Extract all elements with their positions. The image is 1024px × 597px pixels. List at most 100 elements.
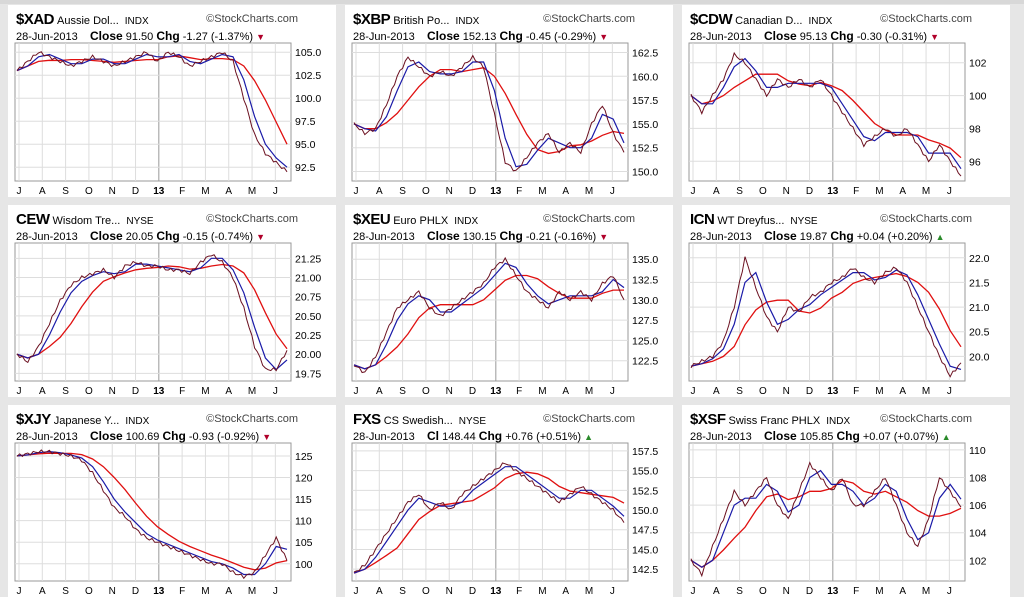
month-label: 13	[827, 386, 839, 397]
moving-average-long	[353, 274, 624, 370]
month-label: F	[853, 386, 859, 397]
date: 28-Jun-2013	[353, 431, 415, 443]
month-label: M	[922, 386, 930, 397]
month-label: F	[853, 186, 859, 197]
exchange: INDX	[808, 16, 833, 27]
month-label: N	[109, 386, 116, 397]
moving-average-long	[353, 67, 625, 155]
exchange: INDX	[455, 16, 480, 27]
chart-panel-xeu[interactable]: $XEU Euro PHLX INDX ©StockCharts.com 28-Jun…	[345, 205, 673, 397]
y-tick-label: 155.0	[632, 119, 658, 131]
month-label: F	[179, 186, 185, 197]
symbol: ICN	[690, 211, 715, 228]
month-label: F	[179, 586, 185, 597]
close-label: Cl	[427, 429, 440, 443]
symbol: $XBP	[353, 11, 391, 28]
triangle-down-icon: ▼	[930, 32, 940, 42]
watermark: ©StockCharts.com	[206, 13, 298, 25]
month-label: F	[516, 186, 522, 197]
chart-panel-xjy[interactable]: $XJY Japanese Y... INDX ©StockCharts.com 28…	[8, 405, 336, 597]
symbol: $XEU	[353, 211, 391, 228]
chg-value: +0.76 (+0.51%)	[505, 431, 582, 443]
chart-panel-xsf[interactable]: $XSF Swiss Franc PHLX INDX ©StockCharts.com…	[682, 405, 1010, 597]
chg-value: -1.27 (-1.37%)	[182, 31, 254, 43]
month-label: 13	[827, 586, 839, 597]
month-label: J	[273, 186, 278, 197]
plot-frame	[688, 442, 966, 582]
month-label: J	[354, 186, 359, 197]
month-label: N	[446, 186, 453, 197]
chg-label: Chg	[830, 229, 854, 243]
close-label: Close	[90, 429, 123, 443]
close-label: Close	[427, 229, 460, 243]
chart-panel-fxs[interactable]: FXS CS Swedish... NYSE ©StockCharts.com 28-…	[345, 405, 673, 597]
chart-panel-xad[interactable]: $XAD Aussie Dol... INDX ©StockCharts.com 28…	[8, 5, 336, 197]
month-label: S	[62, 186, 69, 197]
month-label: F	[179, 386, 185, 397]
exchange: INDX	[125, 416, 150, 427]
y-tick-label: 110	[295, 516, 312, 528]
chg-label: Chg	[478, 429, 503, 443]
y-tick-label: 102	[969, 555, 987, 567]
y-tick-label: 22.0	[969, 253, 990, 265]
moving-average-short	[353, 262, 625, 370]
close-value: 105.85	[799, 431, 834, 443]
month-label: J	[947, 586, 952, 597]
triangle-down-icon: ▼	[599, 32, 609, 42]
month-label: M	[201, 186, 209, 197]
month-label: F	[853, 586, 859, 597]
chart-panel-icn[interactable]: ICN WT Dreyfus... NYSE ©StockCharts.com 28-…	[682, 205, 1010, 397]
moving-average-short	[690, 57, 962, 170]
exchange: INDX	[124, 16, 149, 27]
y-tick-label: 105	[295, 537, 313, 549]
triangle-down-icon: ▼	[256, 32, 266, 42]
triangle-down-icon: ▼	[256, 232, 266, 242]
chg-label: Chg	[156, 29, 180, 43]
month-label: N	[783, 586, 790, 597]
chart-panel-cdw[interactable]: $CDW Canadian D... INDX ©StockCharts.com 28…	[682, 5, 1010, 197]
watermark: ©StockCharts.com	[880, 413, 972, 425]
plot-frame	[688, 242, 966, 382]
chart-panel-xbp[interactable]: $XBP British Po... INDX ©StockCharts.com 28…	[345, 5, 673, 197]
y-tick-label: 102.5	[295, 70, 321, 82]
month-label: N	[783, 186, 790, 197]
y-tick-label: 120	[295, 473, 313, 485]
month-label: M	[248, 186, 256, 197]
chg-value: -0.93 (-0.92%)	[188, 431, 260, 443]
triangle-down-icon: ▼	[262, 432, 272, 442]
moving-average-long	[690, 272, 962, 367]
y-tick-label: 20.50	[295, 311, 321, 323]
chart-panel-cew[interactable]: CEW Wisdom Tre... NYSE ©StockCharts.com 28-…	[8, 205, 336, 397]
instrument-name: Japanese Y...	[53, 415, 120, 427]
close-value: 152.13	[462, 31, 497, 43]
month-label: M	[875, 586, 883, 597]
month-label: 13	[153, 186, 165, 197]
watermark: ©StockCharts.com	[543, 213, 635, 225]
month-label: J	[610, 186, 615, 197]
month-label: A	[899, 186, 906, 197]
month-label: J	[17, 386, 22, 397]
chg-value: -0.45 (-0.29%)	[525, 31, 597, 43]
price-line	[16, 449, 288, 580]
month-label: J	[17, 186, 22, 197]
exchange: NYSE	[458, 416, 487, 427]
y-tick-label: 20.0	[969, 351, 990, 363]
price-chart: J A S O N D 13 F M A M J 92.5 95.0 97.5 100.0 102.5 105.0	[14, 42, 321, 197]
month-label: D	[806, 586, 813, 597]
y-tick-label: 106	[969, 500, 987, 512]
month-label: O	[759, 586, 767, 597]
y-tick-label: 97.5	[295, 116, 316, 128]
y-tick-label: 100	[969, 91, 987, 103]
month-label: 13	[827, 186, 839, 197]
y-tick-label: 125.0	[632, 335, 658, 347]
y-tick-label: 155.0	[632, 466, 658, 478]
month-label: J	[947, 186, 952, 197]
plot-frame	[351, 42, 629, 182]
instrument-name: British Po...	[393, 15, 450, 27]
chg-value: +0.04 (+0.20%)	[856, 231, 933, 243]
month-label: A	[713, 586, 720, 597]
plot-frame	[351, 442, 629, 582]
chg-label: Chg	[836, 429, 860, 443]
month-label: S	[399, 186, 406, 197]
y-tick-label: 147.5	[632, 525, 658, 537]
